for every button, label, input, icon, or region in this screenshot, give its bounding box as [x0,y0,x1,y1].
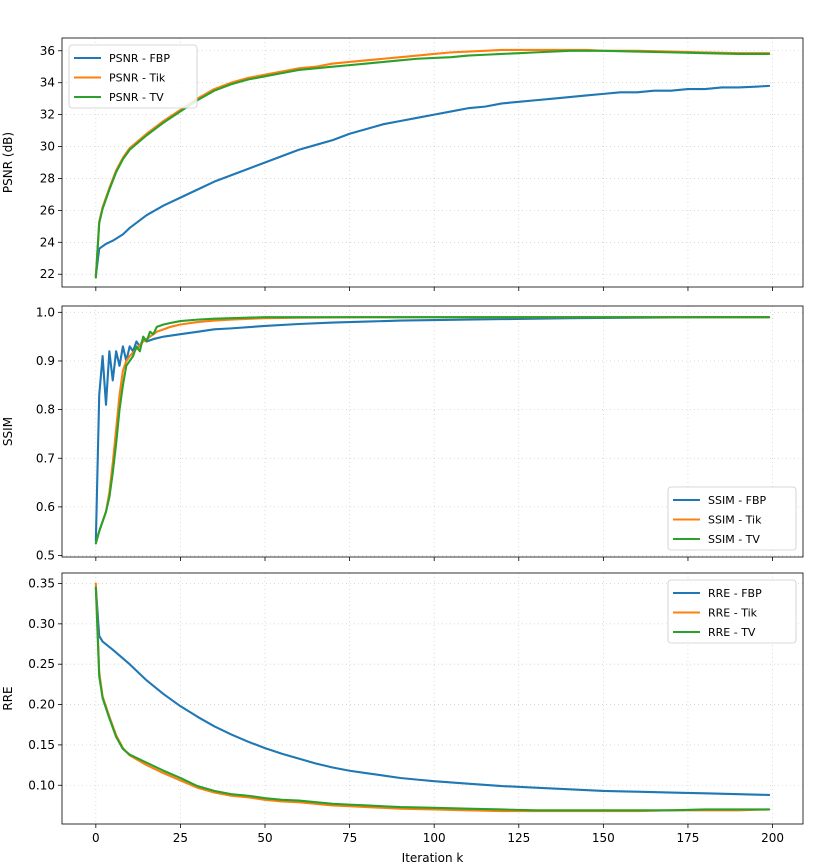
panel1-series-line-3 [94,49,771,279]
panel1-series-line-1 [94,84,771,277]
panel3-legend-box [667,579,797,644]
panel3-x-axis-label: Iteration k [402,851,464,865]
panel1-legend: PSNR - FBP PSNR - Tik PSNR - TV [68,44,198,109]
panel1-legend-label-2: PSNR - Tik [109,72,166,85]
panel3-y-tick-label-2: 0.20 [28,698,55,712]
panel3-axes-frame [61,572,804,825]
panel3-y-tick-label-3: 0.25 [28,657,55,671]
panel3-legend-label-3: RRE - TV [708,626,756,639]
panel1-y-tick-label-2: 26 [40,203,55,217]
panel3-x-tick-label-5: 125 [507,831,530,845]
panel3-x-tick-label-4: 100 [423,831,446,845]
panel1-legend-label-3: PSNR - TV [109,91,164,104]
panel2-y-tick-label-3: 0.8 [36,403,55,417]
panel3-x-tick-label-3: 75 [342,831,357,845]
panel2-y-tick-label-2: 0.7 [36,451,55,465]
panel2-group: 0.5 0.6 0.7 0.8 0.9 1.0 SSIM SSIM - FBP SSIM - T… [1,305,804,563]
panel3-x-tick-label-1: 25 [173,831,188,845]
panel2-legend-label-3: SSIM - TV [708,533,760,546]
panel3-legend: RRE - FBP RRE - Tik RRE - TV [667,579,797,644]
panel3-legend-label-2: RRE - Tik [708,607,758,620]
panel2-series-line-3 [94,316,771,545]
panel2-y-axis-label: SSIM [1,417,15,446]
panel3-legend-label-1: RRE - FBP [708,587,762,600]
panel3-series-line-1 [94,586,771,796]
panel3-x-tick-label-6: 150 [592,831,615,845]
panel3-y-tick-label-5: 0.35 [28,576,55,590]
panel3-series-line-3 [94,586,771,812]
panel3-group: 0 25 50 75 100 125 150 175 200 0.10 0.15 0.20 0.25 0.… [1,572,804,865]
panel1-y-tick-label-1: 24 [40,235,55,249]
panel2-y-tick-label-5: 1.0 [36,305,55,319]
panel2-legend-label-1: SSIM - FBP [708,494,767,507]
panel2-legend-label-2: SSIM - Tik [708,514,762,527]
panel2-y-tick-label-0: 0.5 [36,549,55,563]
panel3-x-tick-label-2: 50 [257,831,272,845]
panel3-y-tick-label-0: 0.10 [28,778,55,792]
panel3-y-axis-label: RRE [1,686,15,710]
panel3-x-tick-label-7: 175 [677,831,700,845]
panel2-axes-frame [61,305,804,558]
panel2-legend: SSIM - FBP SSIM - Tik SSIM - TV [667,486,797,551]
panel1-y-tick-label-7: 36 [40,44,55,58]
panel2-series-line-1 [94,316,771,542]
panel3-x-tick-label-8: 200 [761,831,784,845]
panel1-y-tick-label-5: 32 [40,108,55,122]
panel3-y-tick-label-4: 0.30 [28,617,55,631]
panel1-legend-box [68,44,198,109]
panel1-y-tick-label-0: 22 [40,267,55,281]
panel1-y-tick-label-3: 28 [40,171,55,185]
panel1-y-axis-label: PSNR (dB) [1,132,15,193]
panel2-y-tick-label-1: 0.6 [36,500,55,514]
panel1-y-tick-label-4: 30 [40,140,55,154]
panel3-y-tick-label-1: 0.15 [28,738,55,752]
panel3-x-tick-label-0: 0 [92,831,100,845]
panel1-legend-label-1: PSNR - FBP [109,52,170,65]
panel2-y-tick-label-4: 0.9 [36,354,55,368]
panel1-axes-frame [61,37,804,288]
panel2-legend-box [667,486,797,551]
panel1-y-tick-label-6: 34 [40,76,55,90]
